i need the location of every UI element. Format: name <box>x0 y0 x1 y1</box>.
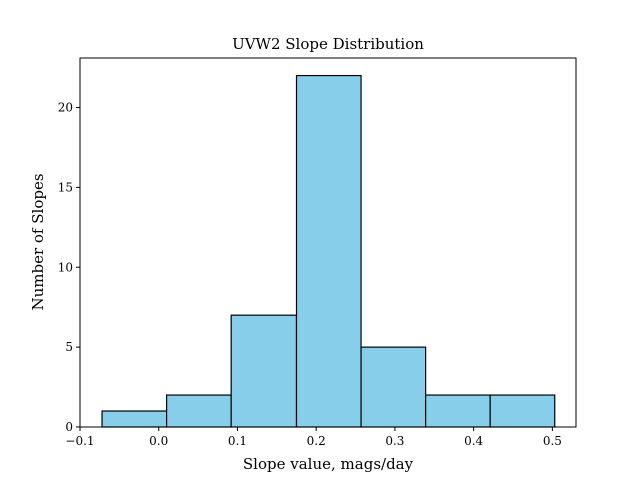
plot-frame <box>79 57 577 428</box>
x-tick-label-4: 0.3 <box>385 434 404 448</box>
x-tick-label-5: 0.4 <box>464 434 483 448</box>
y-axis-label: Number of Slopes <box>29 173 47 310</box>
histogram-bar-4 <box>360 346 427 428</box>
histogram-bar-2 <box>230 314 298 428</box>
histogram-bar-3 <box>295 74 362 428</box>
histogram-bar-6 <box>489 394 556 428</box>
x-axis-label: Slope value, mags/day <box>243 455 414 473</box>
y-axis-ticks: 0 5 10 15 20 <box>58 101 80 434</box>
chart-title: UVW2 Slope Distribution <box>232 35 424 53</box>
histogram-bar-1 <box>166 394 232 428</box>
x-tick-label-2: 0.1 <box>228 434 247 448</box>
y-tick-label-4: 20 <box>58 101 73 115</box>
histogram-bar-0 <box>101 410 168 428</box>
x-axis-ticks: −0.1 0.0 0.1 0.2 0.3 0.4 0.5 <box>65 427 562 448</box>
y-tick-label-2: 10 <box>58 260 73 274</box>
bars-group <box>101 74 556 428</box>
x-tick-label-6: 0.5 <box>543 434 562 448</box>
x-tick-label-0: −0.1 <box>65 434 94 448</box>
y-tick-label-0: 0 <box>65 420 73 434</box>
x-tick-label-1: 0.0 <box>149 434 168 448</box>
y-tick-label-1: 5 <box>65 340 73 354</box>
x-tick-label-3: 0.2 <box>307 434 326 448</box>
y-tick-label-3: 15 <box>58 180 73 194</box>
histogram-bar-5 <box>425 394 491 428</box>
